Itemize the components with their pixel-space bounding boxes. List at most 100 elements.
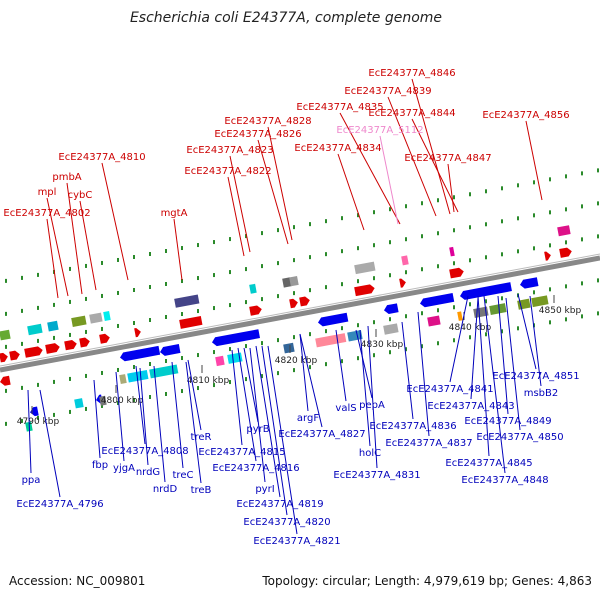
label-leader-line <box>46 197 69 297</box>
label-leader-line <box>187 359 202 431</box>
gene-label: treB <box>191 485 212 496</box>
gene-arrow <box>0 375 11 386</box>
label-leader-line <box>79 200 97 291</box>
gene-label: EcE24377A_4851 <box>492 371 579 382</box>
label-leader-line <box>447 163 455 213</box>
label-leader-line <box>417 311 430 437</box>
label-leader-line <box>337 153 365 231</box>
gene-arrow <box>79 337 90 348</box>
label-leader-line <box>255 345 281 498</box>
scale-bar: 4790 kbp 4800 kbp 4810 kbp 4820 kbp 4830 kbp… <box>17 295 581 427</box>
gene-feature <box>427 315 441 327</box>
gene-label: nrdG <box>136 467 160 478</box>
gene-label: EcE24377A_4846 <box>368 68 455 79</box>
gene-feature <box>127 370 149 383</box>
gene-label: holC <box>359 448 381 459</box>
label-leader-line <box>529 295 542 387</box>
gene-arrow <box>354 284 375 297</box>
gene-feature <box>457 311 463 321</box>
gene-label: EcE24377A_4810 <box>58 152 145 163</box>
gene-feature <box>449 246 455 257</box>
label-leader-line <box>411 118 459 213</box>
label-leader-line <box>470 297 479 400</box>
label-leader-line <box>93 379 101 459</box>
gene-arrow <box>24 346 43 358</box>
gene-label: EcE24377A_4815 <box>198 447 285 458</box>
gene-feature <box>27 323 43 336</box>
gene-label: nrdD <box>153 484 178 495</box>
gene-arrow <box>45 343 60 354</box>
label-leader-line <box>27 389 32 474</box>
gene-label: argF <box>297 413 319 424</box>
label-leader-line <box>227 176 245 257</box>
gene-label: fbp <box>92 460 108 471</box>
label-leader-line <box>379 135 399 225</box>
gene-arrow <box>544 251 551 261</box>
gene-label: EcE24377A_4821 <box>253 536 340 547</box>
label-leader-line <box>525 120 543 201</box>
label-leader-line <box>229 155 251 253</box>
accession-text: Accession: NC_009801 <box>9 574 146 588</box>
feature-tracks <box>0 168 600 426</box>
label-leader-line <box>185 361 202 484</box>
gene-label: msbB2 <box>524 388 559 399</box>
scale-label: 4840 kbp <box>449 323 492 333</box>
gene-label: EcE24377A_4831 <box>333 470 420 481</box>
label-leader-line <box>505 297 521 431</box>
gene-feature <box>249 283 257 294</box>
gene-feature <box>315 333 347 348</box>
label-leader-line <box>243 347 259 423</box>
gene-arrow <box>460 282 512 300</box>
gene-arrow <box>318 312 349 327</box>
gene-arrow <box>212 329 261 347</box>
gene-feature <box>289 275 299 287</box>
gene-label: EcE24377A_4843 <box>427 401 514 412</box>
label-leader-line <box>267 345 298 535</box>
gene-arrow <box>289 298 298 309</box>
gene-label: EcE24377A_5112 <box>336 125 423 136</box>
label-leader-line <box>261 345 288 516</box>
label-leader-line <box>237 347 257 462</box>
gene-label: treR <box>191 432 212 443</box>
gene-feature <box>99 395 107 406</box>
gene-arrow <box>299 296 310 307</box>
gene-label: treC <box>173 470 194 481</box>
label-leader-line <box>267 126 293 241</box>
gene-label: EcE24377A_4837 <box>385 438 472 449</box>
gene-feature <box>283 342 295 354</box>
gene-arrow <box>160 344 181 356</box>
gene-arrow <box>120 345 161 362</box>
gene-feature <box>149 364 179 379</box>
gene-feature <box>71 315 87 327</box>
gene-label: EcE24377A_4820 <box>243 517 330 528</box>
gene-label: EcE24377A_4823 <box>186 145 273 156</box>
gene-features <box>0 225 572 432</box>
gene-arrow <box>134 328 141 338</box>
gene-feature <box>103 311 111 322</box>
gene-label: EcE24377A_4835 <box>296 102 383 113</box>
gene-label: EcE24377A_4847 <box>404 153 491 164</box>
label-leader-line <box>387 96 437 217</box>
gene-feature <box>383 323 399 335</box>
gene-label: EcE24377A_4796 <box>16 499 103 510</box>
map-title: Escherichia coli E24377A, complete genom… <box>130 10 442 26</box>
gene-feature <box>47 320 59 332</box>
label-leader-line <box>367 325 378 469</box>
gene-feature <box>282 277 292 288</box>
label-leader-line <box>249 347 266 483</box>
label-leader-line <box>411 78 451 215</box>
gene-label: EcE24377A_4845 <box>445 458 532 469</box>
gene-feature <box>215 355 225 367</box>
gene-feature <box>174 294 200 308</box>
label-leader-line <box>46 218 59 299</box>
gene-feature <box>401 255 409 266</box>
scale-label: 4830 kbp <box>361 340 404 350</box>
gene-label: EcE24377A_4827 <box>278 429 365 440</box>
gene-label: EcE24377A_4828 <box>224 116 311 127</box>
label-leader-line <box>39 389 61 498</box>
scale-label: 4800 kbp <box>101 396 144 406</box>
label-leader-line <box>517 293 537 370</box>
gene-label: EcE24377A_4856 <box>482 110 569 121</box>
genome-backbone-highlight <box>0 253 600 367</box>
gene-label: EcE24377A_4849 <box>464 416 551 427</box>
